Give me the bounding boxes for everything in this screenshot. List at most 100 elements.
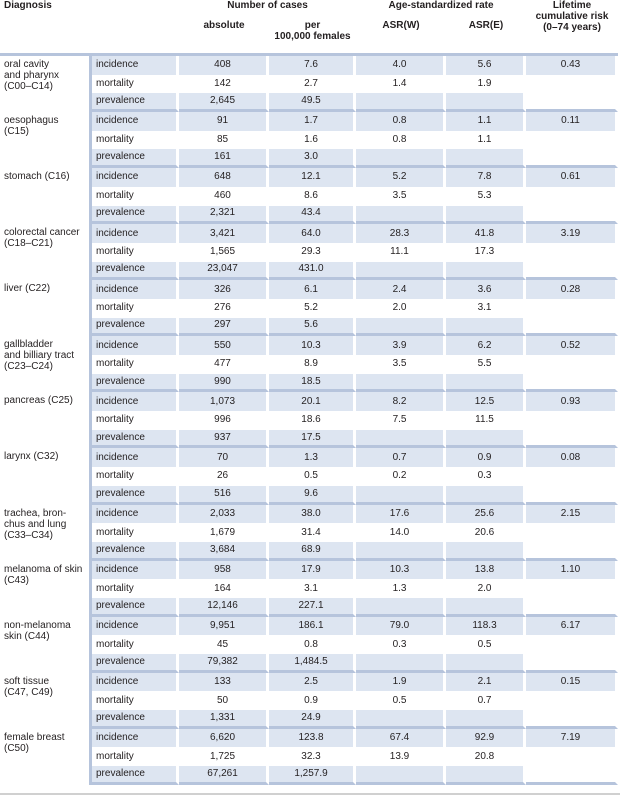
cell-per-100k: 18.6 xyxy=(269,411,357,430)
cell-absolute: 67,261 xyxy=(179,766,270,785)
table-row: prevalence 1,331 24.9 xyxy=(0,710,619,729)
cell-asr-w xyxy=(356,373,447,393)
cell-asr-w: 17.6 xyxy=(356,504,447,524)
table-row: soft tissue (C47, C49) incidence 133 2.5 1.9 2… xyxy=(0,672,619,729)
cell-absolute: 648 xyxy=(179,168,270,187)
diagnosis-name: pancreas (C25) xyxy=(0,392,92,449)
cell-per-100k: 2.7 xyxy=(269,74,357,94)
cell-per-100k: 17.5 xyxy=(269,429,357,449)
cell-per-100k: 227.1 xyxy=(269,597,357,617)
header-asr-w: ASR(W) xyxy=(356,18,447,56)
measure-type: mortality xyxy=(92,523,180,542)
cell-asr-w: 0.3 xyxy=(356,635,447,654)
cell-asr-e: 17.3 xyxy=(446,242,527,262)
cell-per-100k: 0.8 xyxy=(269,635,357,654)
header-asr-e: ASR(E) xyxy=(446,18,527,56)
cell-asr-e: 2.0 xyxy=(446,579,527,598)
table-row: female breast (C50) incidence 6,620 123.8 67.… xyxy=(0,728,619,785)
cell-absolute: 2,033 xyxy=(179,504,270,524)
measure-type: mortality xyxy=(92,355,180,374)
diagnosis-name-line: and billiary tract xyxy=(4,350,75,362)
diagnosis-name-line: liver (C22) xyxy=(4,283,51,295)
cell-asr-w xyxy=(356,429,447,449)
header-age-standardized-rate: Age-standardized rate xyxy=(356,0,526,18)
cell-lifetime-risk: 1.10 xyxy=(526,560,619,580)
table-row: prevalence 3,684 68.9 xyxy=(0,541,619,561)
cell-asr-e xyxy=(446,149,527,169)
table-row: prevalence 12,146 227.1 xyxy=(0,597,619,617)
cell-absolute: 1,565 xyxy=(179,242,270,262)
measure-type: incidence xyxy=(92,504,180,524)
cell-asr-e: 20.6 xyxy=(446,523,527,542)
header-per-100k: per 100,000 females xyxy=(269,18,357,56)
measure-type: prevalence xyxy=(92,205,180,225)
table-row: mortality 50 0.9 0.5 0.7 xyxy=(0,691,619,711)
cell-per-100k: 2.5 xyxy=(269,672,357,692)
cell-asr-w: 0.2 xyxy=(356,467,447,486)
cell-lifetime-risk xyxy=(526,205,619,225)
cell-asr-w: 67.4 xyxy=(356,728,447,748)
measure-type: mortality xyxy=(92,411,180,430)
diagnosis-name-line: (C23–C24) xyxy=(4,361,53,373)
diagnosis-name-line: (C47, C49) xyxy=(4,686,53,698)
cell-per-100k: 1.6 xyxy=(269,130,357,150)
header-asr-w-text: ASR(W) xyxy=(382,20,420,31)
table-row: mortality 1,725 32.3 13.9 20.8 xyxy=(0,747,619,767)
cell-lifetime-risk xyxy=(526,355,619,374)
cell-per-100k: 43.4 xyxy=(269,205,357,225)
table-row: prevalence 161 3.0 xyxy=(0,149,619,169)
cell-lifetime-risk: 0.28 xyxy=(526,280,619,299)
cell-per-100k: 7.6 xyxy=(269,56,357,75)
cell-asr-e xyxy=(446,205,527,225)
table-row: mortality 26 0.5 0.2 0.3 xyxy=(0,467,619,486)
cell-lifetime-risk xyxy=(526,541,619,561)
header-asr-text: Age-standardized rate xyxy=(388,0,494,11)
cell-asr-w: 5.2 xyxy=(356,168,447,187)
cell-absolute: 50 xyxy=(179,691,270,711)
cell-per-100k: 0.5 xyxy=(269,467,357,486)
cell-per-100k: 0.9 xyxy=(269,691,357,711)
cell-absolute: 91 xyxy=(179,112,270,131)
cell-asr-w: 1.3 xyxy=(356,579,447,598)
cell-per-100k: 1,484.5 xyxy=(269,654,357,673)
cell-asr-w: 7.5 xyxy=(356,411,447,430)
cell-asr-w: 2.0 xyxy=(356,298,447,318)
cell-asr-w xyxy=(356,317,447,337)
diagnosis-name: gallbladder and billiary tract (C23–C24) xyxy=(0,336,92,393)
cell-asr-w xyxy=(356,149,447,169)
cancer-statistics-table: Diagnosis Number of cases Age-standardiz… xyxy=(0,0,619,785)
cell-asr-e: 1.9 xyxy=(446,74,527,94)
diagnosis-name-line: (C43) xyxy=(4,574,30,586)
cell-per-100k: 38.0 xyxy=(269,504,357,524)
cell-per-100k: 9.6 xyxy=(269,485,357,505)
measure-type: prevalence xyxy=(92,541,180,561)
cell-lifetime-risk: 0.93 xyxy=(526,392,619,412)
cell-asr-w: 13.9 xyxy=(356,747,447,767)
diagnosis-name-line: stomach (C16) xyxy=(4,171,70,183)
cell-absolute: 990 xyxy=(179,373,270,393)
cell-absolute: 276 xyxy=(179,298,270,318)
cell-lifetime-risk xyxy=(526,485,619,505)
cell-asr-e: 0.3 xyxy=(446,467,527,486)
header-diagnosis: Diagnosis xyxy=(0,0,180,56)
cell-per-100k: 3.0 xyxy=(269,149,357,169)
table-row: prevalence 937 17.5 xyxy=(0,429,619,449)
cell-absolute: 1,725 xyxy=(179,747,270,767)
cell-asr-w xyxy=(356,205,447,225)
cell-asr-e: 5.5 xyxy=(446,355,527,374)
cell-lifetime-risk: 2.15 xyxy=(526,504,619,524)
diagnosis-name-line: trachea, bron- xyxy=(4,507,67,519)
cell-per-100k: 31.4 xyxy=(269,523,357,542)
cell-absolute: 3,421 xyxy=(179,224,270,243)
table-row: oral cavity and pharynx (C00–C14) incidence… xyxy=(0,56,619,113)
table-row: mortality 85 1.6 0.8 1.1 xyxy=(0,130,619,150)
cell-lifetime-risk xyxy=(526,242,619,262)
cell-asr-e xyxy=(446,261,527,281)
cell-lifetime-risk xyxy=(526,373,619,393)
table-row: prevalence 2,645 49.5 xyxy=(0,93,619,113)
measure-type: incidence xyxy=(92,280,180,299)
cell-per-100k: 17.9 xyxy=(269,560,357,580)
cell-asr-w xyxy=(356,485,447,505)
cell-asr-e xyxy=(446,541,527,561)
diagnosis-name: melanoma of skin (C43) xyxy=(0,560,92,617)
